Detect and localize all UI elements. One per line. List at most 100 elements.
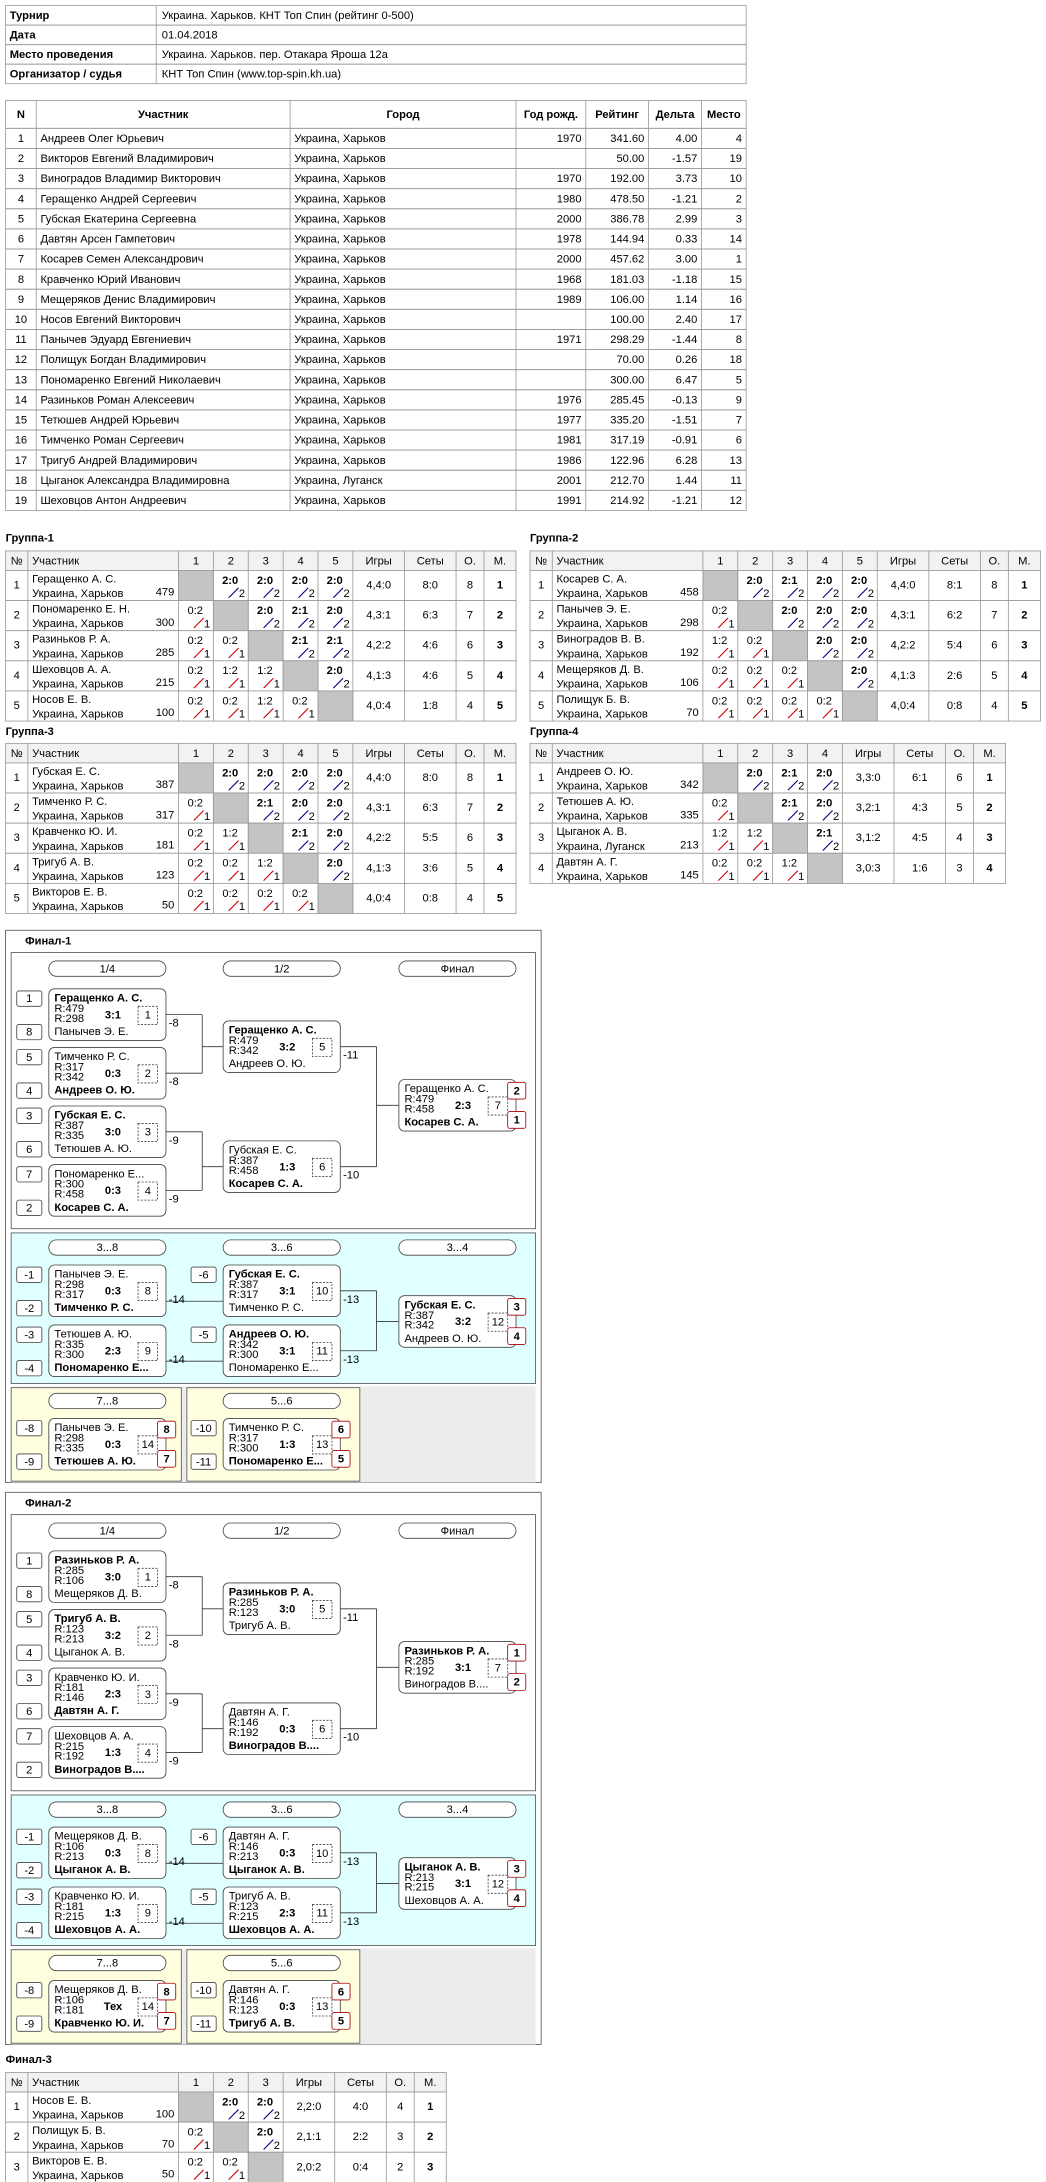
group-sets: 0:8 (947, 700, 963, 712)
match-points: 1 (763, 709, 769, 721)
seed-box (190, 1326, 217, 1343)
match-box (222, 1417, 341, 1471)
row-number: 5 (538, 700, 544, 712)
table-cell: Губская Екатерина Сергеевна (40, 213, 197, 225)
table-cell: Тимченко Роман Сергеевич (40, 435, 184, 447)
table-cell: Давтян Арсен Гампетович (40, 234, 175, 246)
table-cell: Украина, Харьков (294, 314, 385, 326)
place-box (507, 1111, 527, 1129)
group-row (5, 882, 517, 914)
player-name: Шеховцов А. А. (32, 664, 111, 676)
score-slash (263, 617, 274, 629)
match-score: 0:2 (292, 888, 308, 900)
column-header: Игры (855, 748, 881, 760)
score-slash (193, 707, 205, 719)
match-score: 2:1 (816, 828, 832, 840)
table-cell: Украина, Харьков (294, 394, 385, 406)
player-name: Давтян А. Г. (54, 1705, 119, 1717)
column-header: О. (394, 2077, 406, 2089)
row-number: 4 (14, 862, 20, 874)
seed: 3 (26, 1672, 32, 1684)
seed: 7 (26, 1169, 32, 1181)
score-slash (228, 707, 239, 719)
player-city: Украина, Харьков (556, 781, 647, 793)
score-slash (332, 587, 344, 599)
score-slash (228, 2169, 239, 2180)
group-sets: 2:2 (353, 2131, 368, 2143)
place-box (331, 1420, 351, 1439)
match-points: 1 (728, 679, 734, 691)
column-header: 2 (228, 555, 234, 567)
match-number: 14 (142, 2001, 154, 2013)
round-label-box (222, 1801, 341, 1818)
group-points: 6 (991, 640, 997, 652)
match-number: 13 (316, 1439, 328, 1451)
group-place: 3 (1021, 640, 1027, 652)
group-place: 4 (497, 862, 504, 874)
match-number-box (137, 1567, 159, 1587)
table-cell: Кравченко Юрий Иванович (40, 274, 180, 286)
round-label-box (222, 1954, 341, 1972)
score-slash (822, 587, 834, 599)
group-points: 6 (956, 772, 962, 784)
match-box (48, 1550, 167, 1603)
match-score: 2:0 (292, 797, 308, 809)
table-cell: Украина, Харьков (294, 133, 385, 145)
table-cell: 192.00 (610, 173, 644, 185)
match-score: 2:1 (257, 797, 273, 809)
empty-cell (807, 852, 843, 884)
round-label: 7...8 (97, 1396, 119, 1408)
group-row (5, 600, 517, 632)
group-sets: 6:2 (947, 610, 963, 622)
empty-cell (212, 792, 249, 824)
seed-box (190, 1828, 217, 1845)
player-name: Давтян А. Г. (229, 1707, 290, 1719)
round-label-box (48, 1801, 167, 1818)
group-points: 5 (956, 802, 962, 814)
table-cell: 2 (736, 193, 742, 205)
group-sets: 6:1 (912, 772, 928, 784)
table-cell: 6 (18, 234, 24, 246)
player-name: Разиньков Р. А. (32, 634, 111, 646)
final-place: 1 (514, 1115, 520, 1127)
match-points: 2 (239, 588, 245, 600)
table-cell: Викторов Евгений Владимирович (40, 153, 214, 165)
column-header: 3 (787, 748, 793, 760)
group-sets: 6:3 (423, 802, 439, 814)
group-sets: 0:4 (353, 2161, 368, 2173)
player-name: Губская Е. С. (229, 1269, 300, 1281)
group-games: 4,0:4 (891, 700, 916, 712)
match-score: 1:2 (747, 828, 763, 840)
player-name: Цыганок А. В. (54, 1864, 130, 1876)
score-slash (228, 587, 239, 599)
score-slash (263, 810, 274, 821)
score-slash (857, 587, 868, 599)
score-slash (193, 810, 205, 821)
player-name: Пономаренко Е... (54, 1168, 144, 1180)
match-score: 0:2 (257, 888, 273, 900)
match-box (48, 1826, 167, 1880)
match-box (48, 1164, 167, 1217)
player-rating: R:192 (404, 1665, 434, 1677)
match-number: 9 (145, 1346, 151, 1358)
table-cell: Украина, Харьков (294, 274, 385, 286)
player-name: Тетюшев А. Ю. (54, 1143, 132, 1155)
match-points: 2 (833, 841, 839, 853)
score-slash (752, 587, 764, 599)
match-number-box (137, 1685, 159, 1705)
table-cell: 1970 (557, 173, 582, 185)
match-number: 2 (145, 1068, 151, 1080)
table-row (5, 489, 747, 511)
player-rating: 213 (680, 839, 699, 851)
player-city: Украина, Харьков (556, 648, 647, 660)
match-score: 2:0 (851, 665, 867, 677)
match-points: 1 (728, 618, 734, 630)
group-place: 2 (1021, 610, 1027, 622)
match-score: 0:3 (279, 1847, 295, 1859)
table-cell: Мещеряков Денис Владимирович (40, 294, 215, 306)
match-score: 2:0 (257, 2096, 273, 2108)
player-name: Тригуб А. В. (229, 1891, 291, 1903)
player-rating: R:300 (54, 1179, 84, 1191)
empty-cell (247, 822, 284, 854)
round-label: 3...4 (447, 1242, 469, 1254)
